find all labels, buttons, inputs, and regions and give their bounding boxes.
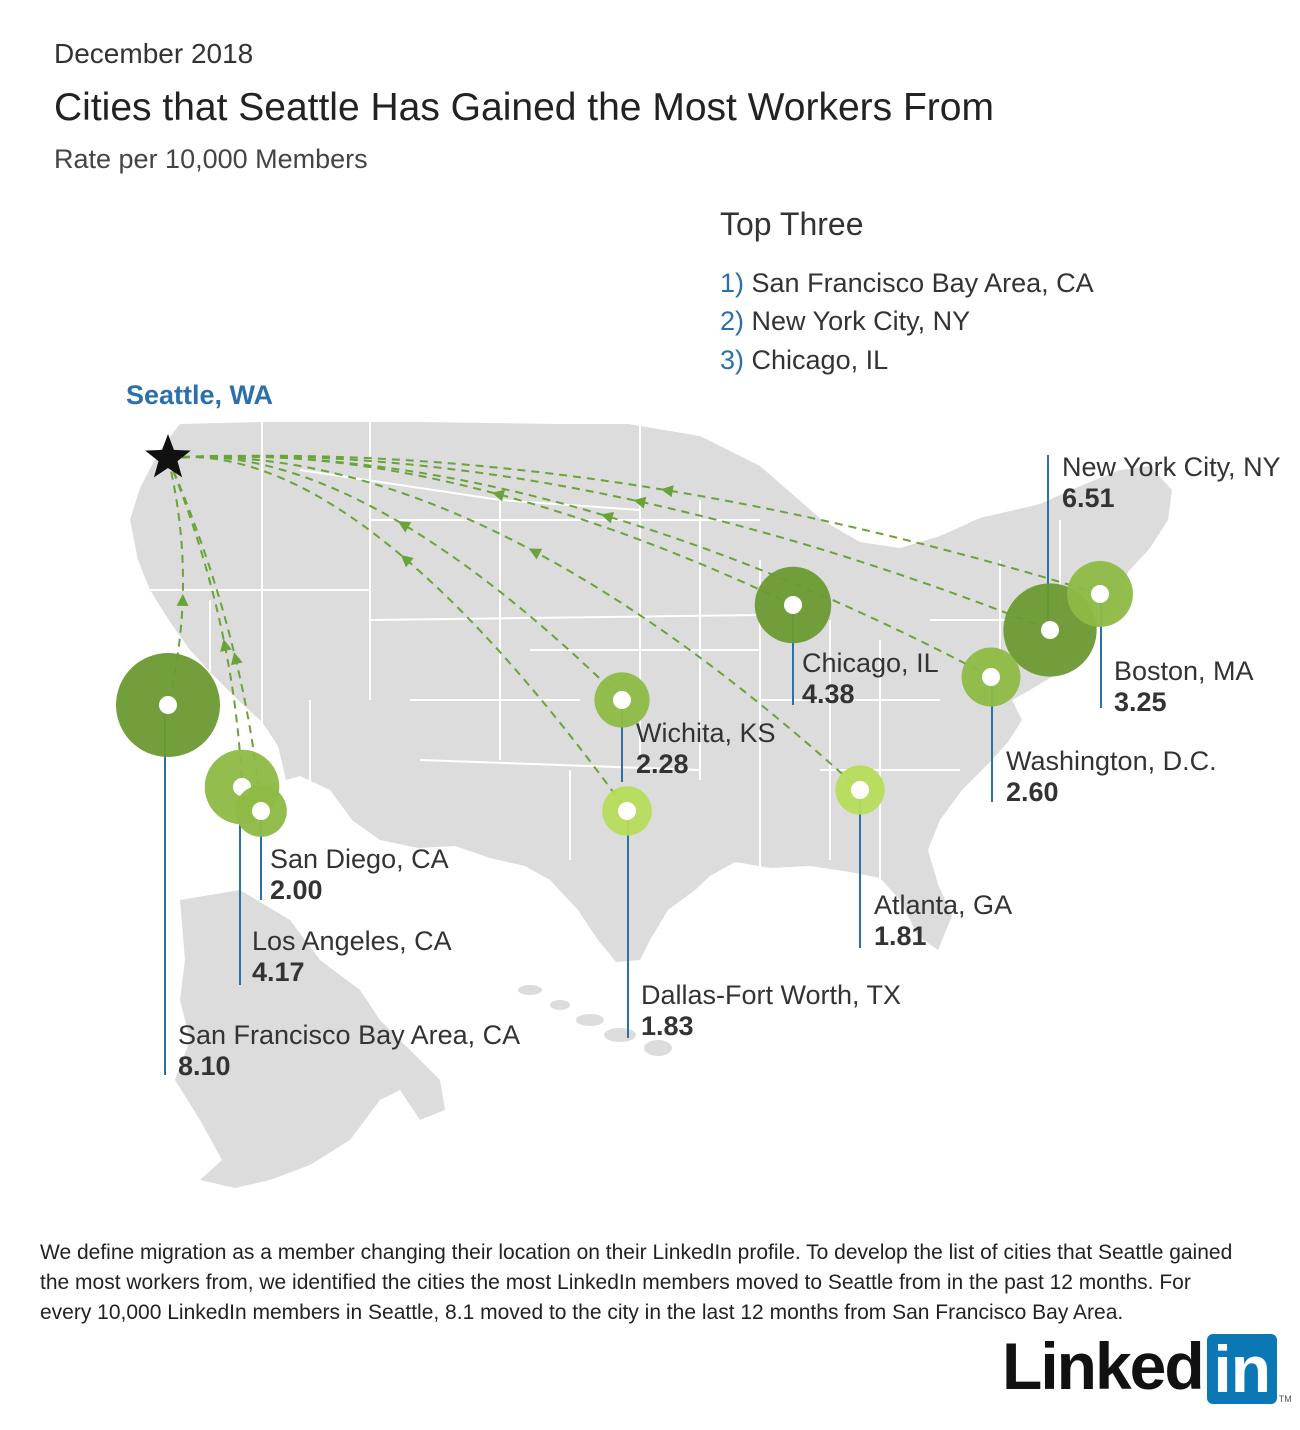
city-rate-value: 6.51	[1062, 483, 1115, 513]
top-three-city: Chicago, IL	[751, 345, 889, 375]
city-label: Washington, D.C. 2.60	[1006, 746, 1217, 808]
city-name: San Diego, CA	[270, 844, 449, 874]
top-three-item: 1) San Francisco Bay Area, CA	[720, 268, 1094, 299]
logo-wordmark: Linked	[1002, 1329, 1205, 1403]
arc-arrow-icon	[400, 554, 414, 568]
migration-arc	[167, 457, 262, 812]
arc-arrow-icon	[528, 548, 543, 560]
hawaii-island	[518, 985, 542, 995]
city-bubble-center	[982, 668, 1000, 686]
city-label: Dallas-Fort Worth, TX 1.83	[641, 980, 901, 1042]
hawaii-island	[576, 1014, 604, 1026]
city-name: Boston, MA	[1114, 656, 1254, 686]
city-bubble-center	[618, 802, 636, 820]
migration-arc	[167, 454, 794, 606]
city-bubble-center	[784, 596, 802, 614]
alaska-shape	[175, 890, 445, 1188]
city-rate-value: 2.60	[1006, 777, 1059, 807]
page-title: Cities that Seattle Has Gained the Most …	[54, 86, 994, 129]
migration-arc	[167, 457, 243, 788]
arc-arrow-icon	[660, 485, 674, 498]
state-border-line	[419, 759, 701, 771]
arc-arrow-icon	[231, 652, 243, 666]
city-bubble-center	[613, 691, 631, 709]
city-rate-value: 2.28	[636, 749, 689, 779]
top-three-item: 2) New York City, NY	[720, 306, 970, 337]
city-bubble-center	[1041, 621, 1059, 639]
top-three-rank: 3)	[720, 345, 745, 375]
state-border-line	[299, 469, 501, 501]
migration-arc	[167, 456, 861, 791]
city-label: Boston, MA 3.25	[1114, 656, 1254, 718]
city-name: Dallas-Fort Worth, TX	[641, 980, 902, 1010]
city-label: San Francisco Bay Area, CA 8.10	[178, 1020, 520, 1082]
city-bubble-center	[851, 781, 869, 799]
star-icon	[145, 434, 191, 478]
top-three-rank: 1)	[720, 268, 745, 298]
migration-arc	[167, 455, 992, 678]
city-label: San Diego, CA 2.00	[270, 844, 449, 906]
land-mass	[130, 422, 1172, 1188]
city-rate-value: 1.83	[641, 1011, 694, 1041]
city-bubble-center	[252, 802, 270, 820]
logo-in-box: in	[1206, 1334, 1277, 1404]
arc-arrow-icon	[220, 638, 232, 652]
migration-arc	[167, 455, 623, 701]
state-borders	[150, 422, 1100, 880]
city-name: New York City, NY	[1062, 452, 1281, 482]
city-bubble-center	[159, 696, 177, 714]
city-rate-value: 1.81	[874, 921, 927, 951]
arc-arrow-icon	[491, 489, 506, 502]
city-rate-value: 3.25	[1114, 687, 1167, 717]
arc-arrow-icon	[600, 511, 615, 524]
report-date: December 2018	[54, 38, 254, 69]
city-name: Los Angeles, CA	[252, 926, 452, 956]
hawaii-island	[604, 1028, 636, 1042]
top-three-heading: Top Three	[720, 206, 864, 242]
top-three-city: San Francisco Bay Area, CA	[751, 268, 1094, 298]
us-map	[116, 422, 1172, 1188]
city-label: Los Angeles, CA 4.17	[252, 926, 452, 988]
linkedin-logo: Linked in TM	[1002, 1329, 1292, 1404]
migration-arcs	[167, 454, 1101, 812]
contiguous-us-shape	[130, 422, 1172, 962]
top-three-city: New York City, NY	[751, 306, 971, 336]
methodology-footnote: We define migration as a member changing…	[40, 1241, 1233, 1324]
city-rate-value: 4.38	[802, 679, 855, 709]
hawaii-island	[644, 1040, 672, 1056]
state-border-line	[369, 614, 761, 621]
city-name: Wichita, KS	[636, 718, 776, 748]
city-label: New York City, NY 6.51	[1062, 452, 1281, 514]
city-name: Atlanta, GA	[874, 890, 1013, 920]
city-name: San Francisco Bay Area, CA	[178, 1020, 521, 1050]
page-subtitle: Rate per 10,000 Members	[54, 144, 368, 174]
top-three-item: 3) Chicago, IL	[720, 345, 888, 376]
origin-city-label: Seattle, WA	[126, 380, 274, 410]
migration-arc	[167, 456, 628, 812]
logo-trademark: TM	[1278, 1394, 1292, 1404]
city-rate-value: 4.17	[252, 957, 305, 987]
arc-arrow-icon	[176, 593, 189, 606]
city-label: Atlanta, GA 1.81	[874, 890, 1012, 952]
top-three-rank: 2)	[720, 306, 745, 336]
hawaii-island	[550, 1000, 570, 1010]
city-bubble-center	[1091, 585, 1109, 603]
city-bubbles	[116, 561, 1133, 837]
city-rate-value: 8.10	[178, 1051, 231, 1081]
city-name: Chicago, IL	[802, 648, 939, 678]
city-label: Chicago, IL 4.38	[802, 648, 939, 710]
city-name: Washington, D.C.	[1006, 746, 1217, 776]
arc-arrow-icon	[397, 521, 412, 533]
city-label: Wichita, KS 2.28	[636, 718, 776, 780]
city-rate-value: 2.00	[270, 875, 323, 905]
arc-arrow-icon	[633, 496, 647, 509]
